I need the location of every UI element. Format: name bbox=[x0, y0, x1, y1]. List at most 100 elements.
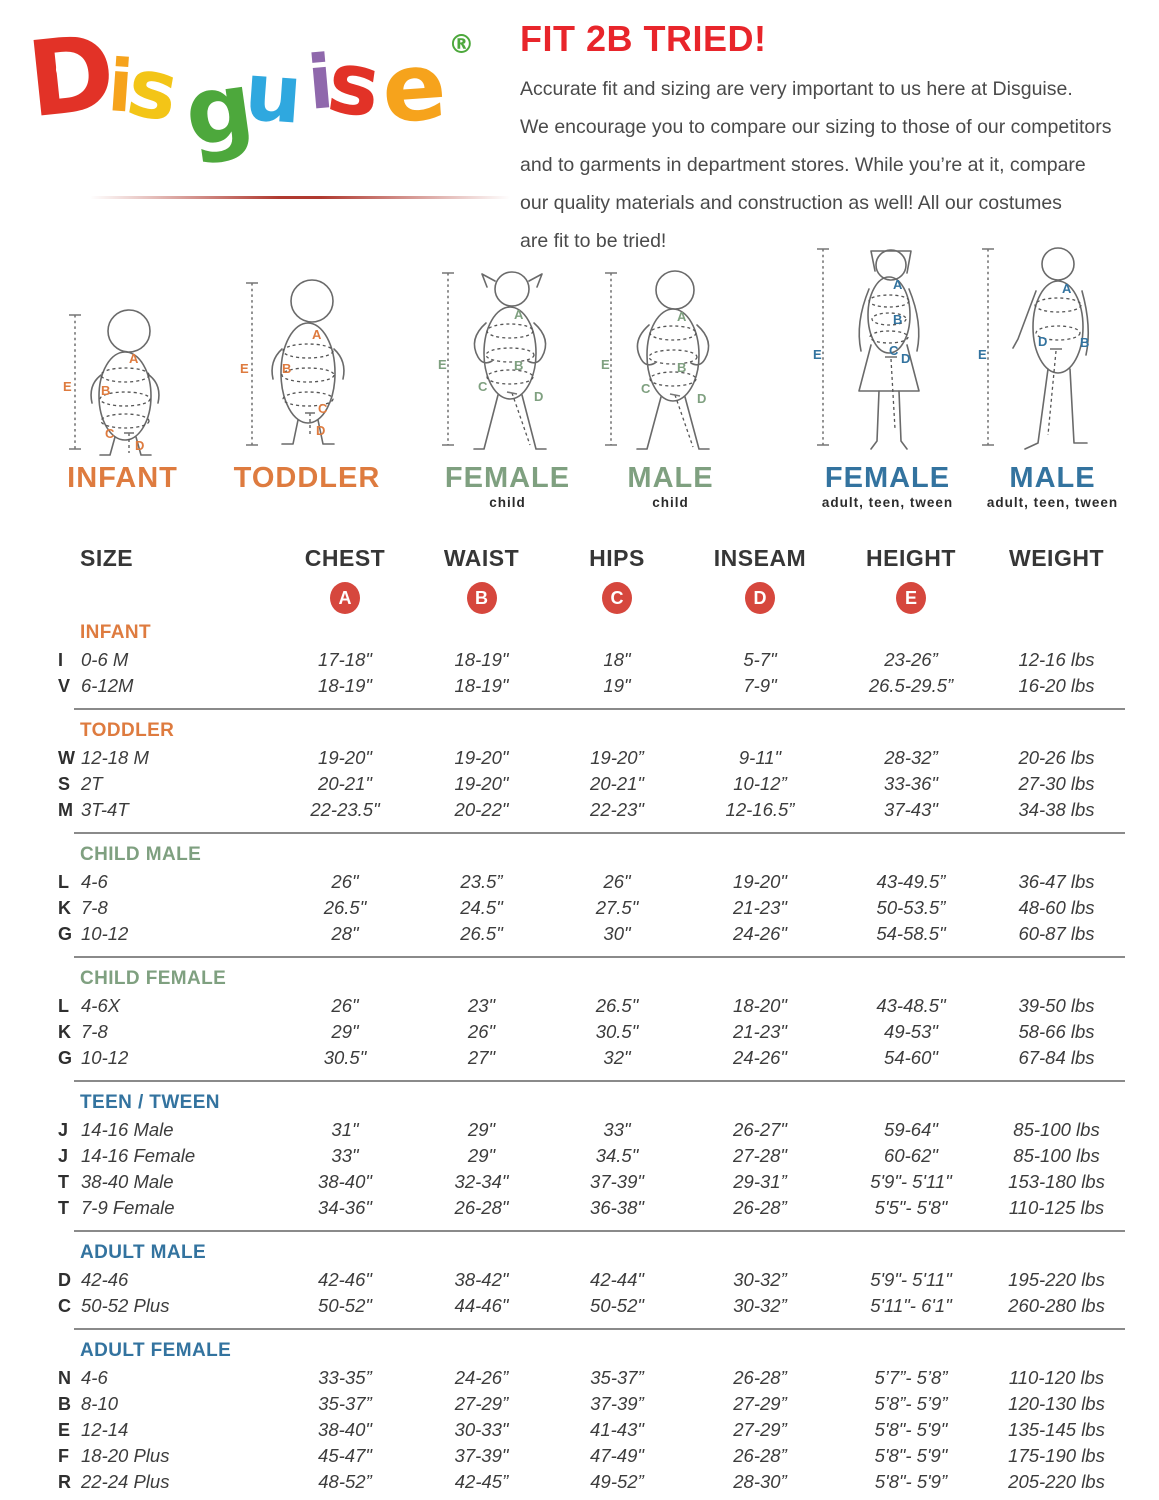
size-cell: 42-46 bbox=[81, 1269, 129, 1290]
table-row: R 22-24 Plus 48-52” 42-45” 49-52” 28-30” 5'8"-… bbox=[58, 1469, 1125, 1495]
value-cell: 28-30” bbox=[733, 1471, 787, 1492]
row-code-letter: L bbox=[58, 871, 69, 892]
badge-c: C bbox=[602, 582, 632, 614]
column-header-hips: HIPS bbox=[589, 544, 645, 571]
hips-measure-letter: C bbox=[889, 343, 899, 358]
value-cell: 26" bbox=[603, 871, 631, 892]
value-cell: 19-20" bbox=[454, 747, 509, 768]
table-row: G 10-12 30.5" 27" 32" 24-26" 54-60" 67-84 lbs bbox=[58, 1045, 1125, 1071]
value-cell: 12-16.5” bbox=[725, 799, 795, 820]
size-cell: 2T bbox=[81, 773, 103, 794]
chest-measure-letter: A bbox=[677, 309, 687, 324]
chest-measure-letter: A bbox=[1062, 281, 1072, 296]
infant-figure-drawing: E A B C D bbox=[63, 309, 160, 456]
row-code-letter: G bbox=[58, 1047, 73, 1068]
value-cell: 20-26 lbs bbox=[1018, 747, 1095, 768]
value-cell: 29" bbox=[331, 1021, 359, 1042]
size-cell: 38-40 Male bbox=[81, 1171, 174, 1192]
figure-male-child: E A B C D MALE child bbox=[593, 265, 748, 513]
value-cell: 16-20 lbs bbox=[1018, 675, 1095, 696]
value-cell: 110-125 lbs bbox=[1008, 1197, 1105, 1218]
value-cell: 38-42" bbox=[454, 1269, 509, 1290]
value-cell: 24-26" bbox=[733, 923, 787, 944]
section-heading: TODDLER bbox=[80, 720, 175, 741]
intro-line: and to garments in department stores. Wh… bbox=[520, 154, 1086, 176]
value-cell: 35-37” bbox=[318, 1393, 372, 1414]
inseam-measure-letter: D bbox=[1038, 334, 1047, 349]
value-cell: 23.5” bbox=[460, 871, 503, 892]
value-cell: 30-32” bbox=[733, 1269, 787, 1290]
value-cell: 24-26" bbox=[733, 1047, 787, 1068]
value-cell: 31" bbox=[331, 1119, 359, 1140]
value-cell: 43-48.5" bbox=[876, 995, 946, 1016]
female-adult-figure-drawing: E A B C D bbox=[813, 248, 920, 450]
value-cell: 135-145 lbs bbox=[1008, 1419, 1105, 1440]
value-cell: 37-43" bbox=[884, 799, 938, 820]
value-cell: 59-64" bbox=[884, 1119, 938, 1140]
height-measure-letter: E bbox=[978, 347, 987, 362]
size-cell: 4-6X bbox=[81, 995, 121, 1016]
size-cell: 4-6 bbox=[81, 1367, 108, 1388]
logo-letter: D bbox=[21, 10, 121, 142]
size-cell: 6-12M bbox=[81, 675, 134, 696]
size-cell: 12-18 M bbox=[81, 747, 149, 768]
height-measure-letter: E bbox=[601, 357, 610, 372]
size-cell: 3T-4T bbox=[81, 799, 129, 820]
value-cell: 34.5" bbox=[595, 1145, 639, 1166]
section-heading: CHILD FEMALE bbox=[80, 968, 227, 989]
value-cell: 5'9"- 5'11" bbox=[870, 1171, 952, 1192]
value-cell: 19-20" bbox=[733, 871, 787, 892]
value-cell: 26.5-29.5” bbox=[868, 675, 954, 696]
hips-measure-letter: C bbox=[318, 401, 328, 416]
value-cell: 50-52" bbox=[318, 1295, 372, 1316]
value-cell: 58-66 lbs bbox=[1018, 1021, 1095, 1042]
value-cell: 27-29” bbox=[454, 1393, 509, 1414]
table-row: I 0-6 M 17-18" 18-19" 18" 5-7" 23-26” 12-16 lbs bbox=[58, 647, 1125, 673]
value-cell: 38-40" bbox=[318, 1171, 372, 1192]
size-cell: 18-20 Plus bbox=[81, 1445, 170, 1466]
figure-label: FEMALE bbox=[824, 462, 951, 494]
waist-measure-letter: B bbox=[677, 360, 686, 375]
value-cell: 26" bbox=[467, 1021, 496, 1042]
value-cell: 30" bbox=[603, 923, 631, 944]
intro-line: Accurate fit and sizing are very importa… bbox=[520, 78, 1073, 100]
value-cell: 26.5" bbox=[323, 897, 367, 918]
table-row: W 12-18 M 19-20" 19-20" 19-20” 9-11" 28-32” 20-… bbox=[58, 745, 1125, 771]
figure-label: INFANT bbox=[67, 462, 178, 494]
row-code-letter: R bbox=[58, 1471, 71, 1492]
chest-measure-letter: A bbox=[312, 327, 322, 342]
inseam-measure-letter: D bbox=[697, 391, 706, 406]
value-cell: 22-23" bbox=[590, 799, 644, 820]
section-heading: TEEN / TWEEN bbox=[80, 1092, 220, 1113]
size-cell: 7-9 Female bbox=[81, 1197, 175, 1218]
table-row: T 7-9 Female 34-36" 26-28" 36-38" 26-28” 5'5"-… bbox=[58, 1195, 1125, 1221]
size-cell: 22-24 Plus bbox=[81, 1471, 170, 1492]
size-cell: 4-6 bbox=[81, 871, 108, 892]
height-measure-letter: E bbox=[240, 361, 249, 376]
figure-male-adult: E A B D MALE adult, teen, tween bbox=[970, 243, 1135, 513]
value-cell: 33" bbox=[603, 1119, 631, 1140]
hips-measure-letter: C bbox=[478, 379, 488, 394]
section-divider bbox=[74, 956, 1125, 958]
column-header-chest: CHEST bbox=[304, 544, 386, 571]
value-cell: 34-38 lbs bbox=[1018, 799, 1095, 820]
value-cell: 32-34" bbox=[454, 1171, 509, 1192]
value-cell: 5'5"- 5'8" bbox=[874, 1197, 948, 1218]
section-heading: INFANT bbox=[80, 622, 152, 643]
table-row: E 12-14 38-40" 30-33" 41-43" 27-29” 5'8"- 5'9"… bbox=[58, 1417, 1125, 1443]
value-cell: 18-20" bbox=[733, 995, 787, 1016]
logo-letter: e bbox=[378, 31, 450, 146]
figure-label: MALE bbox=[627, 462, 714, 494]
figure-label: TODDLER bbox=[233, 462, 381, 494]
row-code-letter: C bbox=[58, 1295, 71, 1316]
value-cell: 32" bbox=[603, 1047, 631, 1068]
registered-mark-icon: ® bbox=[448, 30, 475, 60]
value-cell: 49-52” bbox=[590, 1471, 644, 1492]
inseam-measure-letter: D bbox=[901, 351, 910, 366]
value-cell: 19-20" bbox=[454, 773, 509, 794]
value-cell: 49-53" bbox=[884, 1021, 938, 1042]
value-cell: 43-49.5” bbox=[876, 871, 946, 892]
value-cell: 26.5" bbox=[460, 923, 503, 944]
value-cell: 22-23.5" bbox=[310, 799, 380, 820]
